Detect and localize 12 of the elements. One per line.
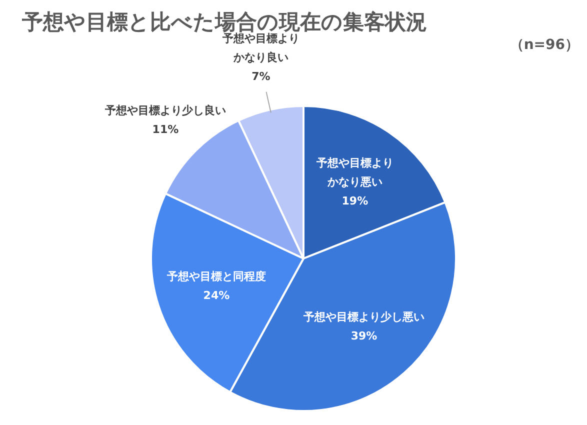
slice-label: 予想や目標よりかなり良い bbox=[221, 32, 300, 64]
data-label: 7% bbox=[252, 70, 270, 83]
slice-label: 予想や目標より少し良い bbox=[104, 104, 226, 117]
chart-title: 予想や目標と比べた場合の現在の集客状況 bbox=[22, 9, 427, 34]
data-label: 24% bbox=[203, 289, 230, 302]
slice-label: 予想や目標よりかなり悪い bbox=[315, 156, 394, 189]
text: （n=96） bbox=[510, 36, 579, 54]
slice-label: 予想や目標と同程度 bbox=[166, 270, 266, 284]
data-label: 39% bbox=[350, 329, 378, 342]
slice-label: 予想や目標より少し悪い bbox=[302, 310, 425, 324]
data-label: 19% bbox=[342, 194, 368, 208]
data-label: 11% bbox=[152, 122, 179, 136]
